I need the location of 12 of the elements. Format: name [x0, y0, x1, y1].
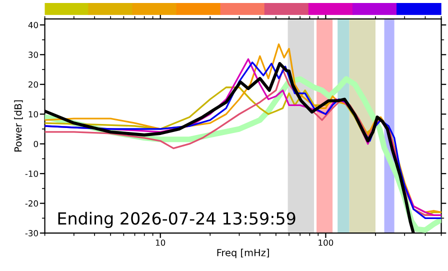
y-axis-title: Power [dB]: [14, 100, 23, 152]
y-tick-label: -20: [25, 200, 38, 207]
annotation: Ending 2026-07-24 13:59:59: [58, 212, 296, 228]
y-tick-label: -30: [25, 230, 38, 236]
y-tick-label: 40: [28, 22, 38, 28]
x-tick-label: 100: [318, 239, 334, 246]
y-tick-label: 0: [34, 140, 38, 148]
y-tick-label: 10: [28, 111, 38, 118]
x-axis-title: Freq [mHz]: [217, 248, 269, 258]
y-tick-label: 30: [28, 52, 38, 58]
y-tick-label: -10: [25, 170, 38, 177]
y-tick-label: 20: [28, 81, 38, 88]
